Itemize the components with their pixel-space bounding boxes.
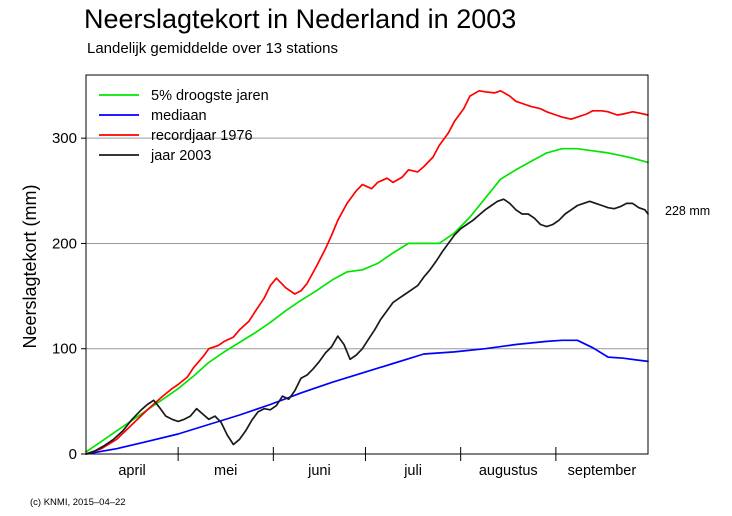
x-tick-label: mei (214, 463, 237, 479)
x-tick-label: augustus (479, 463, 538, 479)
y-tick-label: 200 (52, 235, 77, 252)
chart-subtitle: Landelijk gemiddelde over 13 stations (87, 40, 338, 57)
copyright-credit: (c) KNMI, 2015–04–22 (30, 497, 126, 508)
y-tick-label: 0 (69, 446, 77, 463)
chart-title: Neerslagtekort in Nederland in 2003 (84, 4, 517, 34)
series-line (85, 339, 649, 455)
legend-label: 5% droogste jaren (151, 88, 269, 104)
x-tick-label: september (568, 463, 637, 479)
x-tick-label: juli (403, 463, 422, 479)
series-line (85, 198, 649, 455)
y-axis-label: Neerslagtekort (mm) (20, 184, 40, 348)
annotation-2003-value: 228 mm (665, 204, 711, 218)
legend-label: recordjaar 1976 (151, 128, 253, 144)
legend-label: mediaan (151, 108, 207, 124)
y-tick-label: 100 (52, 341, 77, 358)
x-tick-label: juni (307, 463, 331, 479)
series-line (85, 89, 649, 455)
series-line (85, 147, 649, 453)
plot-frame (85, 74, 649, 455)
legend-label: jaar 2003 (150, 148, 211, 164)
x-tick-label: april (118, 463, 145, 479)
y-tick-label: 300 (52, 130, 77, 147)
